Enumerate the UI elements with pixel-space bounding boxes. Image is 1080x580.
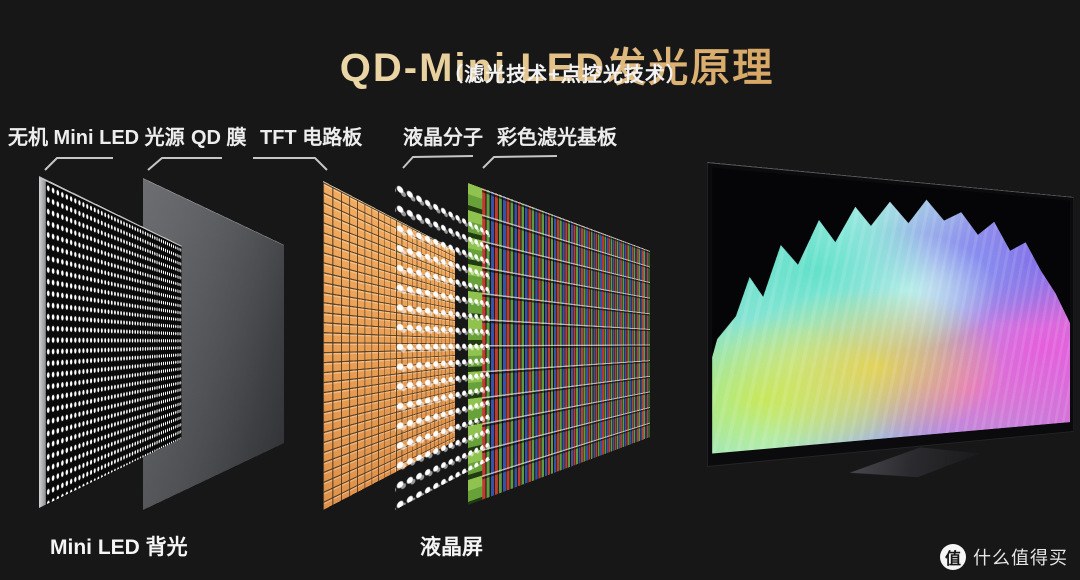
layer-label-qd-film: QD 膜 [191, 127, 247, 149]
layer-label-mini-led-source: 无机 Mini LED 光源 [8, 127, 185, 149]
leader-line-qd-film [147, 157, 222, 171]
page-title: QD-Mini LED发光原理 [17, 35, 1080, 93]
tv-screen [712, 167, 1071, 454]
smzdm-logo-icon: 值 [940, 544, 966, 570]
watermark: 值 什么值得买 [940, 544, 1068, 570]
panel-color-filter [468, 183, 651, 505]
tv-crystal-image [712, 167, 1070, 453]
leader-line-mini-led [44, 157, 113, 171]
leader-line-color-filter [482, 155, 558, 169]
tv [707, 162, 1074, 522]
color-filter-rgb-stripes [482, 188, 651, 500]
leader-line-liquid-crystal [402, 155, 474, 169]
panel-liquid-crystal-molecules [395, 177, 491, 510]
page-subtitle: （滤光技术+点控光技术） [443, 64, 687, 86]
label-mini-led-backlight: Mini LED 背光 [50, 536, 188, 559]
watermark-text: 什么值得买 [973, 548, 1068, 568]
mini-led-side-edge [39, 178, 46, 508]
layer-label-liquid-crystal: 液晶分子 [403, 127, 483, 149]
leader-line-tft-board [253, 157, 328, 171]
label-lcd-screen: 液晶屏 [420, 536, 483, 559]
tv-frame [707, 162, 1074, 467]
layer-label-tft-board: TFT 电路板 [260, 127, 363, 149]
layer-label-color-filter: 彩色滤光基板 [497, 127, 617, 149]
